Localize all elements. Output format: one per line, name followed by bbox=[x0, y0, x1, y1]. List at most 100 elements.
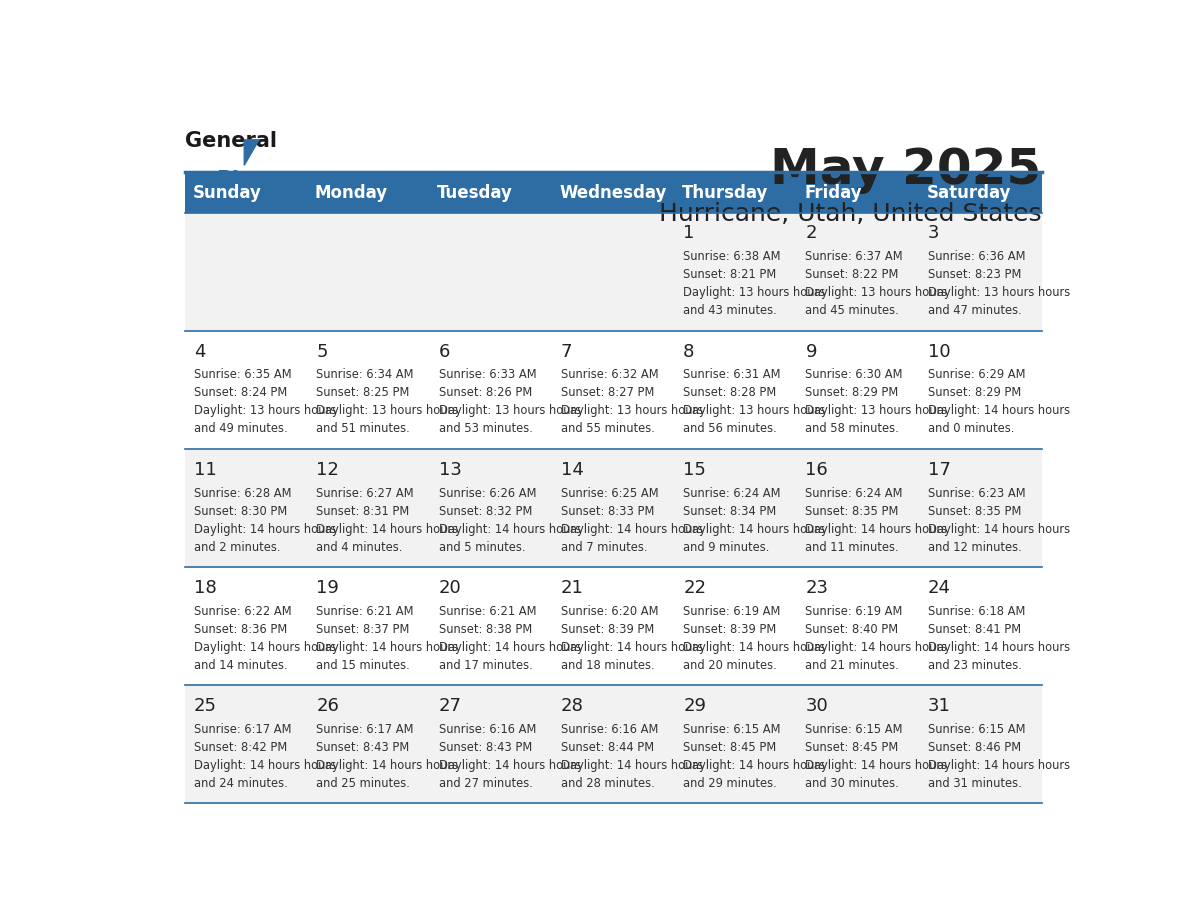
Text: 26: 26 bbox=[316, 697, 339, 714]
Text: 23: 23 bbox=[805, 578, 828, 597]
Text: Sunrise: 6:32 AM
Sunset: 8:27 PM
Daylight: 13 hours hours
and 55 minutes.: Sunrise: 6:32 AM Sunset: 8:27 PM Dayligh… bbox=[561, 368, 703, 435]
Text: 29: 29 bbox=[683, 697, 706, 714]
Text: Sunrise: 6:18 AM
Sunset: 8:41 PM
Daylight: 14 hours hours
and 23 minutes.: Sunrise: 6:18 AM Sunset: 8:41 PM Dayligh… bbox=[928, 605, 1070, 672]
Text: Sunrise: 6:17 AM
Sunset: 8:42 PM
Daylight: 14 hours hours
and 24 minutes.: Sunrise: 6:17 AM Sunset: 8:42 PM Dayligh… bbox=[194, 722, 336, 789]
Bar bbox=[185, 449, 308, 566]
Bar bbox=[797, 449, 920, 566]
Text: Saturday: Saturday bbox=[927, 185, 1011, 202]
Polygon shape bbox=[245, 140, 259, 165]
Bar bbox=[185, 174, 308, 213]
Bar bbox=[552, 174, 675, 213]
Text: 25: 25 bbox=[194, 697, 217, 714]
Bar bbox=[552, 685, 675, 803]
Bar bbox=[552, 330, 675, 449]
Text: 7: 7 bbox=[561, 342, 573, 361]
Bar bbox=[308, 685, 430, 803]
Text: Sunrise: 6:36 AM
Sunset: 8:23 PM
Daylight: 13 hours hours
and 47 minutes.: Sunrise: 6:36 AM Sunset: 8:23 PM Dayligh… bbox=[928, 251, 1070, 318]
Bar bbox=[185, 685, 308, 803]
Text: 12: 12 bbox=[316, 461, 339, 478]
Bar bbox=[308, 330, 430, 449]
Bar bbox=[430, 685, 552, 803]
Text: Sunrise: 6:29 AM
Sunset: 8:29 PM
Daylight: 14 hours hours
and 0 minutes.: Sunrise: 6:29 AM Sunset: 8:29 PM Dayligh… bbox=[928, 368, 1070, 435]
Bar bbox=[797, 174, 920, 213]
Text: 1: 1 bbox=[683, 225, 695, 242]
Text: Sunrise: 6:21 AM
Sunset: 8:37 PM
Daylight: 14 hours hours
and 15 minutes.: Sunrise: 6:21 AM Sunset: 8:37 PM Dayligh… bbox=[316, 605, 459, 672]
Text: 6: 6 bbox=[438, 342, 450, 361]
Text: 31: 31 bbox=[928, 697, 950, 714]
Text: Monday: Monday bbox=[315, 185, 388, 202]
Bar bbox=[675, 174, 797, 213]
Bar bbox=[675, 685, 797, 803]
Bar bbox=[185, 213, 308, 330]
Bar bbox=[675, 449, 797, 566]
Text: Sunrise: 6:15 AM
Sunset: 8:45 PM
Daylight: 14 hours hours
and 29 minutes.: Sunrise: 6:15 AM Sunset: 8:45 PM Dayligh… bbox=[683, 722, 826, 789]
Text: 22: 22 bbox=[683, 578, 706, 597]
Text: Sunrise: 6:20 AM
Sunset: 8:39 PM
Daylight: 14 hours hours
and 18 minutes.: Sunrise: 6:20 AM Sunset: 8:39 PM Dayligh… bbox=[561, 605, 703, 672]
Text: Thursday: Thursday bbox=[682, 185, 769, 202]
Text: Sunrise: 6:21 AM
Sunset: 8:38 PM
Daylight: 14 hours hours
and 17 minutes.: Sunrise: 6:21 AM Sunset: 8:38 PM Dayligh… bbox=[438, 605, 581, 672]
Bar bbox=[797, 566, 920, 685]
Bar bbox=[430, 213, 552, 330]
Text: Sunrise: 6:26 AM
Sunset: 8:32 PM
Daylight: 14 hours hours
and 5 minutes.: Sunrise: 6:26 AM Sunset: 8:32 PM Dayligh… bbox=[438, 487, 581, 554]
Text: Sunrise: 6:25 AM
Sunset: 8:33 PM
Daylight: 14 hours hours
and 7 minutes.: Sunrise: 6:25 AM Sunset: 8:33 PM Dayligh… bbox=[561, 487, 703, 554]
Bar bbox=[552, 449, 675, 566]
Text: Sunrise: 6:19 AM
Sunset: 8:39 PM
Daylight: 14 hours hours
and 20 minutes.: Sunrise: 6:19 AM Sunset: 8:39 PM Dayligh… bbox=[683, 605, 826, 672]
Text: Sunrise: 6:22 AM
Sunset: 8:36 PM
Daylight: 14 hours hours
and 14 minutes.: Sunrise: 6:22 AM Sunset: 8:36 PM Dayligh… bbox=[194, 605, 336, 672]
Bar bbox=[430, 174, 552, 213]
Text: 10: 10 bbox=[928, 342, 950, 361]
Text: Sunrise: 6:19 AM
Sunset: 8:40 PM
Daylight: 14 hours hours
and 21 minutes.: Sunrise: 6:19 AM Sunset: 8:40 PM Dayligh… bbox=[805, 605, 948, 672]
Text: 3: 3 bbox=[928, 225, 940, 242]
Text: 15: 15 bbox=[683, 461, 706, 478]
Bar bbox=[675, 566, 797, 685]
Text: 14: 14 bbox=[561, 461, 583, 478]
Bar bbox=[920, 566, 1042, 685]
Text: 2: 2 bbox=[805, 225, 817, 242]
Text: 27: 27 bbox=[438, 697, 461, 714]
Bar bbox=[920, 330, 1042, 449]
Text: 28: 28 bbox=[561, 697, 583, 714]
Bar bbox=[430, 330, 552, 449]
Text: May 2025: May 2025 bbox=[770, 145, 1042, 194]
Bar bbox=[430, 566, 552, 685]
Text: 21: 21 bbox=[561, 578, 583, 597]
Text: Sunrise: 6:38 AM
Sunset: 8:21 PM
Daylight: 13 hours hours
and 43 minutes.: Sunrise: 6:38 AM Sunset: 8:21 PM Dayligh… bbox=[683, 251, 826, 318]
Text: 19: 19 bbox=[316, 578, 339, 597]
Bar bbox=[920, 449, 1042, 566]
Bar bbox=[797, 330, 920, 449]
Text: 13: 13 bbox=[438, 461, 461, 478]
Text: Sunrise: 6:15 AM
Sunset: 8:45 PM
Daylight: 14 hours hours
and 30 minutes.: Sunrise: 6:15 AM Sunset: 8:45 PM Dayligh… bbox=[805, 722, 948, 789]
Bar bbox=[675, 213, 797, 330]
Text: 5: 5 bbox=[316, 342, 328, 361]
Bar bbox=[308, 174, 430, 213]
Bar bbox=[185, 566, 308, 685]
Text: Sunrise: 6:16 AM
Sunset: 8:43 PM
Daylight: 14 hours hours
and 27 minutes.: Sunrise: 6:16 AM Sunset: 8:43 PM Dayligh… bbox=[438, 722, 581, 789]
Text: Blue: Blue bbox=[216, 170, 267, 190]
Text: 16: 16 bbox=[805, 461, 828, 478]
Text: 18: 18 bbox=[194, 578, 216, 597]
Bar bbox=[185, 330, 308, 449]
Text: Sunrise: 6:24 AM
Sunset: 8:34 PM
Daylight: 14 hours hours
and 9 minutes.: Sunrise: 6:24 AM Sunset: 8:34 PM Dayligh… bbox=[683, 487, 826, 554]
Bar bbox=[552, 566, 675, 685]
Bar bbox=[308, 213, 430, 330]
Bar bbox=[797, 213, 920, 330]
Text: Sunrise: 6:17 AM
Sunset: 8:43 PM
Daylight: 14 hours hours
and 25 minutes.: Sunrise: 6:17 AM Sunset: 8:43 PM Dayligh… bbox=[316, 722, 459, 789]
Bar bbox=[920, 174, 1042, 213]
Text: Sunrise: 6:34 AM
Sunset: 8:25 PM
Daylight: 13 hours hours
and 51 minutes.: Sunrise: 6:34 AM Sunset: 8:25 PM Dayligh… bbox=[316, 368, 459, 435]
Text: Hurricane, Utah, United States: Hurricane, Utah, United States bbox=[659, 202, 1042, 226]
Bar bbox=[675, 330, 797, 449]
Bar bbox=[797, 685, 920, 803]
Text: Sunrise: 6:16 AM
Sunset: 8:44 PM
Daylight: 14 hours hours
and 28 minutes.: Sunrise: 6:16 AM Sunset: 8:44 PM Dayligh… bbox=[561, 722, 703, 789]
Bar bbox=[308, 449, 430, 566]
Text: Tuesday: Tuesday bbox=[437, 185, 513, 202]
Text: 8: 8 bbox=[683, 342, 695, 361]
Text: Sunrise: 6:27 AM
Sunset: 8:31 PM
Daylight: 14 hours hours
and 4 minutes.: Sunrise: 6:27 AM Sunset: 8:31 PM Dayligh… bbox=[316, 487, 459, 554]
Text: Sunrise: 6:24 AM
Sunset: 8:35 PM
Daylight: 14 hours hours
and 11 minutes.: Sunrise: 6:24 AM Sunset: 8:35 PM Dayligh… bbox=[805, 487, 948, 554]
Text: General: General bbox=[185, 131, 277, 151]
Text: 11: 11 bbox=[194, 461, 216, 478]
Text: 30: 30 bbox=[805, 697, 828, 714]
Text: Sunrise: 6:33 AM
Sunset: 8:26 PM
Daylight: 13 hours hours
and 53 minutes.: Sunrise: 6:33 AM Sunset: 8:26 PM Dayligh… bbox=[438, 368, 581, 435]
Text: Wednesday: Wednesday bbox=[560, 185, 666, 202]
Text: 9: 9 bbox=[805, 342, 817, 361]
Text: 24: 24 bbox=[928, 578, 950, 597]
Bar bbox=[308, 566, 430, 685]
